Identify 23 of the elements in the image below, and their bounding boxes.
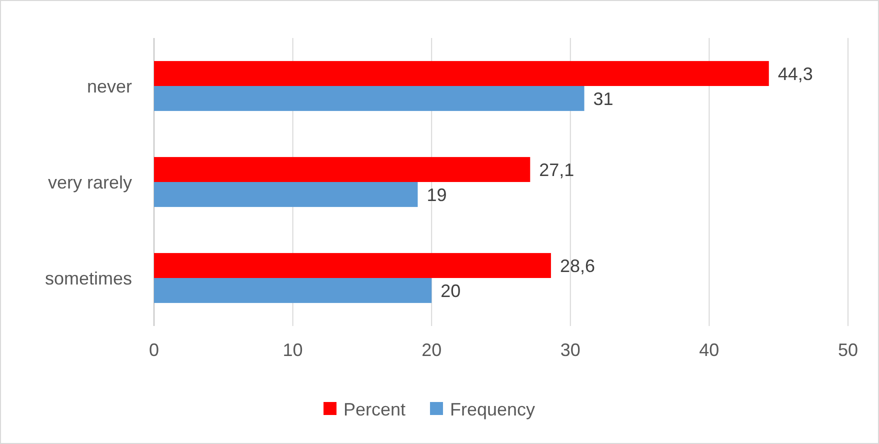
y-tick-label: sometimes: [44, 268, 132, 288]
data-label: 20: [440, 280, 461, 301]
data-label: 44,3: [778, 64, 813, 84]
legend-label: Percent: [344, 399, 406, 420]
x-tick-label: 40: [699, 340, 720, 360]
x-tick-label: 50: [838, 340, 858, 360]
data-label: 19: [426, 184, 447, 205]
bar: [154, 61, 769, 86]
bar: [154, 278, 432, 303]
x-tick-label: 20: [422, 340, 442, 360]
x-tick-label: 0: [148, 340, 160, 360]
legend-label: Frequency: [450, 399, 536, 420]
x-tick-label: 30: [560, 340, 580, 360]
y-tick-label: very rarely: [48, 172, 132, 192]
data-label: 28,6: [560, 256, 596, 276]
bar: [154, 253, 551, 278]
data-label: 27,1: [539, 160, 574, 180]
bar: [154, 86, 584, 111]
data-label: 31: [593, 88, 614, 109]
bar: [154, 157, 530, 182]
bar: [154, 182, 418, 207]
x-tick-label: 10: [282, 340, 303, 360]
y-tick-label: never: [86, 76, 132, 96]
